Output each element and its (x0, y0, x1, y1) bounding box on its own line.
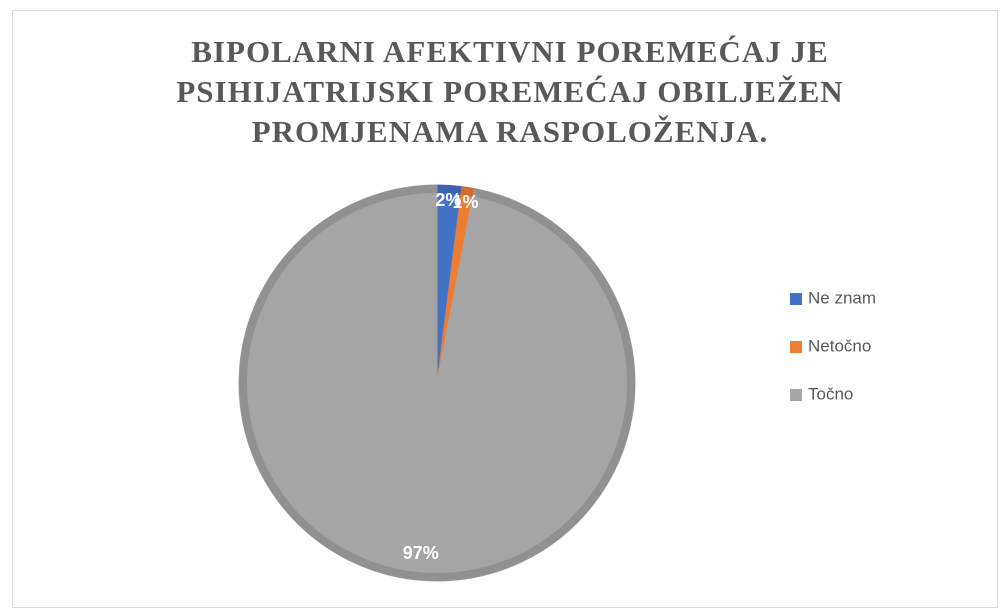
pie-rim (239, 185, 635, 581)
chart-title: BIPOLARNI AFEKTIVNI POREMEĆAJ JE PSIHIJA… (176, 34, 844, 149)
data-label: 2% (435, 190, 461, 210)
legend-swatch (790, 341, 802, 353)
legend-label: Netočno (808, 336, 871, 355)
pie-slice (238, 184, 636, 582)
legend-label: Točno (808, 384, 853, 403)
data-label: 97% (403, 543, 439, 563)
legend-swatch (790, 389, 802, 401)
legend-swatch (790, 293, 802, 305)
data-label: 1% (452, 192, 478, 212)
legend-label: Ne znam (808, 288, 876, 307)
chart-frame (12, 10, 998, 608)
